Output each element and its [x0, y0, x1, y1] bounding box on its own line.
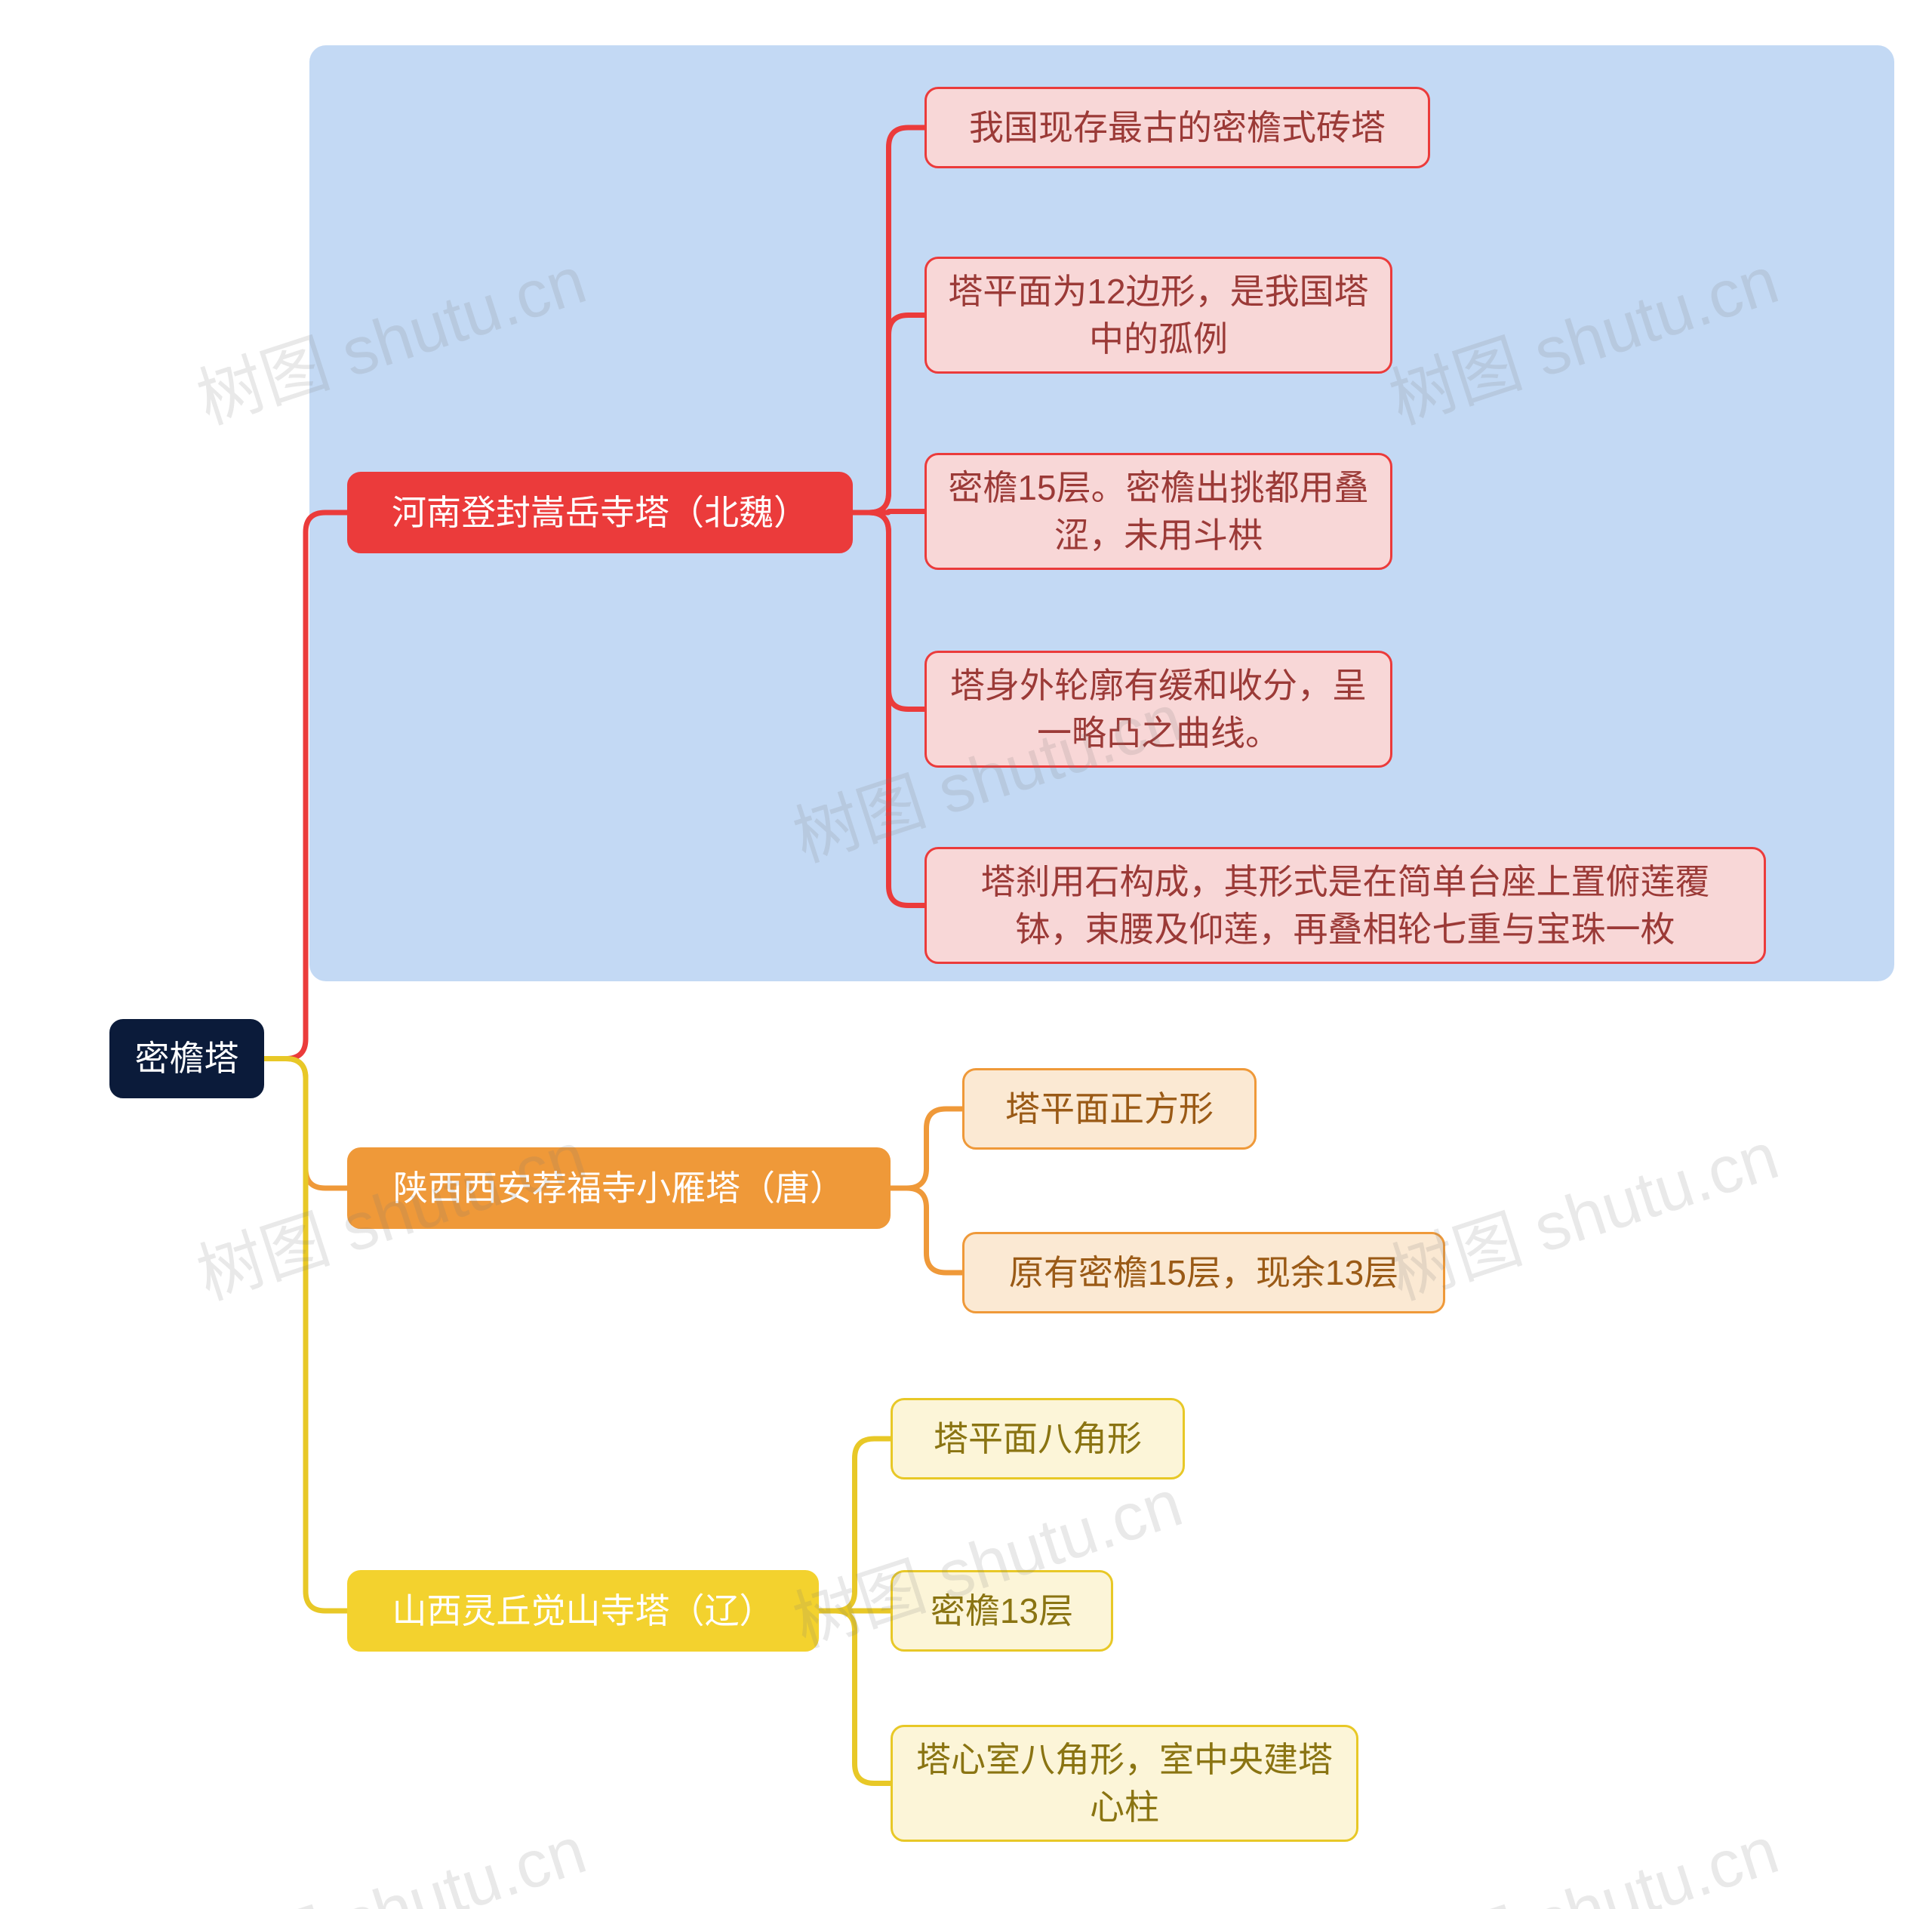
watermark: 树图 shutu.cn [183, 1797, 595, 1909]
root-node[interactable]: 密檐塔 [109, 1019, 264, 1098]
leaf-node[interactable]: 塔平面正方形 [962, 1068, 1257, 1150]
watermark: 树图 shutu.cn [1376, 1797, 1788, 1909]
leaf-node[interactable]: 塔平面八角形 [891, 1398, 1185, 1479]
leaf-node[interactable]: 塔心室八角形，室中央建塔心柱 [891, 1725, 1358, 1842]
leaf-node[interactable]: 密檐13层 [891, 1570, 1113, 1652]
branch-node[interactable]: 河南登封嵩岳寺塔（北魏） [347, 472, 853, 553]
leaf-node[interactable]: 塔刹用石构成，其形式是在简单台座上置俯莲覆钵，束腰及仰莲，再叠相轮七重与宝珠一枚 [924, 847, 1766, 964]
leaf-node[interactable]: 塔平面为12边形，是我国塔中的孤例 [924, 257, 1392, 374]
leaf-node[interactable]: 原有密檐15层，现余13层 [962, 1232, 1445, 1313]
branch-node[interactable]: 山西灵丘觉山寺塔（辽） [347, 1570, 819, 1652]
leaf-node[interactable]: 密檐15层。密檐出挑都用叠涩，未用斗栱 [924, 453, 1392, 570]
leaf-node[interactable]: 我国现存最古的密檐式砖塔 [924, 87, 1430, 168]
leaf-node[interactable]: 塔身外轮廓有缓和收分，呈一略凸之曲线。 [924, 651, 1392, 768]
branch-node[interactable]: 陕西西安荐福寺小雁塔（唐） [347, 1147, 891, 1229]
